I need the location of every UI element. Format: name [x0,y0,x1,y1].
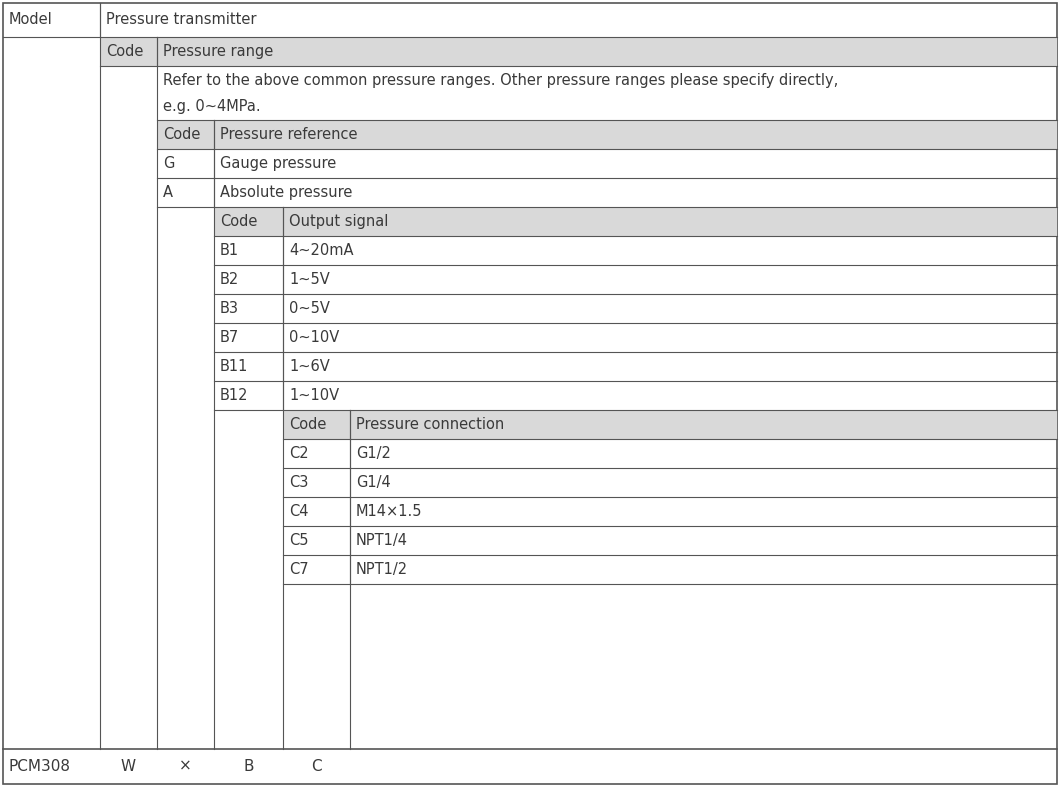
Text: ×: × [179,759,192,774]
Text: 1∼6V: 1∼6V [289,359,330,374]
Text: C4: C4 [289,504,308,519]
Text: G: G [163,156,175,171]
Text: NPT1/2: NPT1/2 [356,562,408,577]
Text: B1: B1 [220,243,240,258]
Text: B12: B12 [220,388,248,403]
Text: NPT1/4: NPT1/4 [356,533,408,548]
Text: G1/2: G1/2 [356,446,391,461]
Bar [214,207,1057,236]
Text: W: W [121,759,136,774]
Text: 1∼10V: 1∼10V [289,388,339,403]
Text: M14×1.5: M14×1.5 [356,504,423,519]
Bar [157,120,1057,149]
Text: Pressure range: Pressure range [163,44,273,59]
Text: Code: Code [163,127,200,142]
Text: 4∼20mA: 4∼20mA [289,243,353,258]
Text: Pressure connection: Pressure connection [356,417,505,432]
Text: A: A [163,185,173,200]
Text: G1/4: G1/4 [356,475,391,490]
Bar [100,37,1057,66]
Text: B7: B7 [220,330,240,345]
Text: C: C [312,759,322,774]
Text: B3: B3 [220,301,238,316]
Text: Code: Code [220,214,258,229]
Text: C2: C2 [289,446,308,461]
Text: 1∼5V: 1∼5V [289,272,330,287]
Text: Code: Code [106,44,143,59]
Text: Pressure transmitter: Pressure transmitter [106,13,257,28]
Text: Absolute pressure: Absolute pressure [220,185,352,200]
Text: B2: B2 [220,272,240,287]
Text: 0∼10V: 0∼10V [289,330,339,345]
Text: B11: B11 [220,359,248,374]
Text: Output signal: Output signal [289,214,388,229]
Text: Gauge pressure: Gauge pressure [220,156,336,171]
Text: Pressure reference: Pressure reference [220,127,357,142]
Text: C5: C5 [289,533,308,548]
Text: 0∼5V: 0∼5V [289,301,330,316]
Text: B: B [243,759,253,774]
Text: e.g. 0∼4MPa.: e.g. 0∼4MPa. [163,98,261,113]
Text: Model: Model [8,13,53,28]
Text: Refer to the above common pressure ranges. Other pressure ranges please specify : Refer to the above common pressure range… [163,72,838,87]
Text: Code: Code [289,417,326,432]
Text: PCM308: PCM308 [8,759,71,774]
Bar [283,410,1057,439]
Text: C3: C3 [289,475,308,490]
Text: C7: C7 [289,562,308,577]
